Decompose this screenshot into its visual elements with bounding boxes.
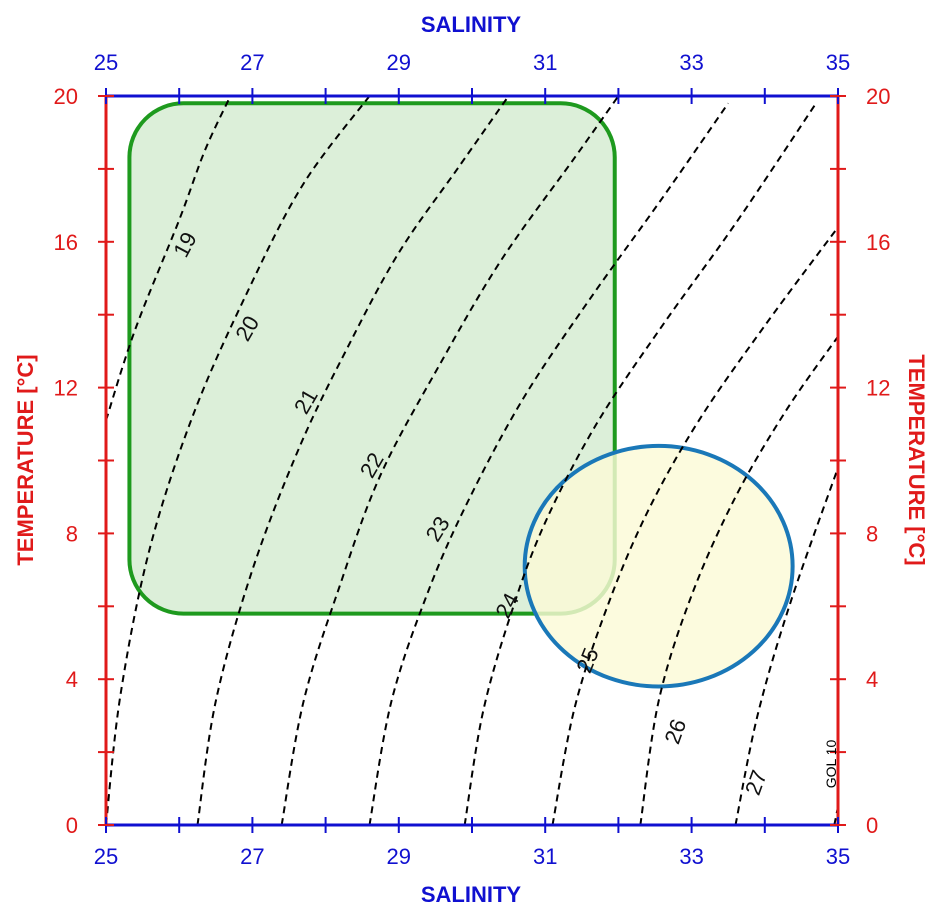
x-tick-label-top: 31 — [533, 50, 557, 75]
y-tick-label-right: 4 — [866, 667, 878, 692]
y-tick-label-left: 4 — [66, 667, 78, 692]
y-tick-label-right: 12 — [866, 376, 890, 401]
axis-ticks — [98, 88, 846, 833]
y-axis-title-left: TEMPERATURE [°C] — [13, 354, 38, 565]
x-tick-label-top: 25 — [94, 50, 118, 75]
isopycnal-lines — [106, 96, 838, 825]
y-tick-label-left: 20 — [54, 84, 78, 109]
x-axis-title-top: SALINITY — [421, 12, 522, 37]
x-tick-label-top: 29 — [387, 50, 411, 75]
isopycnal-line-20 — [106, 96, 371, 825]
x-tick-label-bottom: 27 — [240, 844, 264, 869]
isopycnal-line-27 — [734, 467, 838, 825]
isopycnal-line-24 — [463, 102, 817, 825]
region-rounded-rectangle — [127, 101, 617, 616]
x-tick-label-bottom: 31 — [533, 844, 557, 869]
y-tick-label-left: 12 — [54, 376, 78, 401]
isopycnal-line-25 — [551, 226, 838, 825]
water-mass-regions — [127, 101, 795, 689]
x-axis-title-bottom: SALINITY — [421, 882, 522, 907]
x-tick-label-bottom: 35 — [826, 844, 850, 869]
isopycnal-label-26: 26 — [659, 716, 691, 748]
gol-annotation: GOL 10 — [823, 740, 839, 789]
y-tick-label-right: 8 — [866, 521, 878, 546]
x-tick-label-top: 27 — [240, 50, 264, 75]
isopycnal-line-26 — [639, 335, 838, 825]
y-tick-label-right: 0 — [866, 813, 878, 838]
x-tick-label-bottom: 29 — [387, 844, 411, 869]
y-tick-label-left: 8 — [66, 521, 78, 546]
x-tick-label-bottom: 33 — [679, 844, 703, 869]
isopycnal-line-23 — [368, 102, 730, 825]
x-tick-label-top: 33 — [679, 50, 703, 75]
region-ellipse — [522, 443, 795, 689]
isopycnal-line-19 — [106, 96, 232, 421]
isopycnal-line-22 — [280, 96, 620, 825]
y-axis-title-right: TEMPERATURE [°C] — [904, 354, 929, 565]
y-tick-label-left: 0 — [66, 813, 78, 838]
y-tick-label-right: 20 — [866, 84, 890, 109]
x-tick-label-top: 35 — [826, 50, 850, 75]
axis-tick-labels: 25 25 27 27 29 29 31 31 33 33 35 35 0 0 4 4 8 8 12 12 16 16 20… — [54, 50, 891, 869]
y-tick-label-left: 16 — [54, 230, 78, 255]
x-tick-label-bottom: 25 — [94, 844, 118, 869]
y-tick-label-right: 16 — [866, 230, 890, 255]
